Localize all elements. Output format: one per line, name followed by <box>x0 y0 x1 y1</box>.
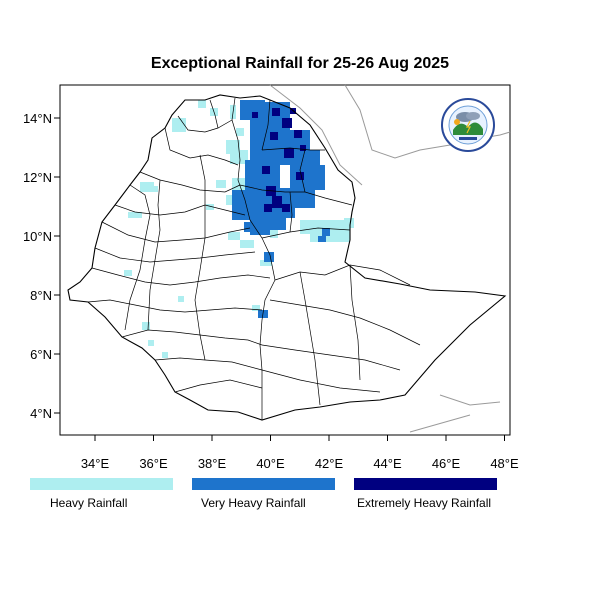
very-heavy-rainfall-cell <box>245 160 280 190</box>
very-heavy-rainfall-cell <box>268 215 286 230</box>
lat-tick-label: 8°N <box>30 288 52 303</box>
lat-tick-label: 12°N <box>23 170 52 185</box>
heavy-rainfall-cell <box>232 178 246 192</box>
heavy-rainfall-cell <box>172 118 186 132</box>
heavy-rainfall-cell <box>148 340 154 346</box>
legend-label-very-heavy: Very Heavy Rainfall <box>201 496 306 510</box>
heavy-rainfall-cell <box>178 296 184 302</box>
heavy-rainfall-cell <box>150 186 158 192</box>
heavy-rainfall-cell <box>128 212 142 218</box>
heavy-rainfall-cell <box>124 270 132 276</box>
extreme-rainfall-cell <box>282 118 292 128</box>
very-heavy-rainfall-cell <box>264 252 274 262</box>
heavy-rainfall-cell <box>140 182 154 192</box>
heavy-rainfall-cell <box>230 150 248 164</box>
heavy-rainfall-cell <box>252 305 260 311</box>
heavy-rainfall-cell <box>228 232 240 240</box>
extreme-rainfall-cell <box>300 145 306 151</box>
lon-tick-label: 38°E <box>198 456 227 471</box>
legend-swatch-heavy <box>30 478 173 490</box>
extreme-rainfall-cell <box>272 196 282 208</box>
lat-tick-label: 14°N <box>23 111 52 126</box>
very-heavy-rainfall-cell <box>318 236 326 242</box>
lon-tick-label: 40°E <box>256 456 285 471</box>
legend-label-extreme: Extremely Heavy Rainfall <box>357 496 492 510</box>
extreme-rainfall-cell <box>284 148 294 158</box>
extreme-rainfall-cell <box>270 132 278 140</box>
extreme-rainfall-cell <box>264 204 272 212</box>
lon-tick-label: 48°E <box>490 456 519 471</box>
legend-swatch-extreme <box>354 478 497 490</box>
very-heavy-rainfall-cell <box>244 222 256 232</box>
extreme-rainfall-cell <box>252 112 258 118</box>
very-heavy-rainfall-cell <box>322 228 330 236</box>
lat-tick-label: 4°N <box>30 406 52 421</box>
lon-tick-label: 34°E <box>81 456 110 471</box>
heavy-rainfall-cell <box>142 322 150 330</box>
admin-boundaries <box>87 97 421 420</box>
map-title: Exceptional Rainfall for 25-26 Aug 2025 <box>150 55 450 72</box>
heavy-rainfall-cell <box>240 240 254 248</box>
lat-tick-label: 10°N <box>23 229 52 244</box>
heavy-rainfall-cell <box>270 230 278 238</box>
extreme-rainfall-cell <box>262 166 270 174</box>
lon-tick-label: 44°E <box>373 456 402 471</box>
heavy-rainfall-cell <box>226 195 236 205</box>
axis-ticks <box>54 117 505 441</box>
extreme-rainfall-cell <box>296 172 304 180</box>
legend-label-heavy: Heavy Rainfall <box>50 496 128 510</box>
heavy-rainfall-cell <box>216 180 226 188</box>
heavy-rainfall-cell <box>344 218 354 228</box>
rainfall-cells <box>124 100 354 358</box>
heavy-rainfall-cell <box>300 220 350 234</box>
lon-tick-label: 46°E <box>432 456 461 471</box>
heavy-rainfall-cell <box>162 352 168 358</box>
lon-tick-label: 42°E <box>315 456 344 471</box>
ethiopian-meteorology-institute-logo <box>441 98 495 152</box>
extreme-rainfall-cell <box>272 108 280 116</box>
lon-tick-label: 36°E <box>139 456 168 471</box>
heavy-rainfall-cell <box>198 100 206 108</box>
map-frame <box>59 84 511 436</box>
legend-swatch-very-heavy <box>192 478 335 490</box>
very-heavy-rainfall-cell <box>290 188 315 208</box>
extreme-rainfall-cell <box>294 130 302 138</box>
heavy-rainfall-cell <box>330 232 350 242</box>
heavy-rainfall-cell <box>236 128 244 136</box>
extreme-rainfall-cell <box>282 204 290 212</box>
very-heavy-rainfall-cell <box>234 206 248 220</box>
lat-tick-label: 6°N <box>30 347 52 362</box>
very-heavy-rainfall-cell <box>300 165 325 190</box>
ethiopia-outline <box>67 94 507 421</box>
heavy-rainfall-cell <box>206 204 214 210</box>
heavy-rainfall-cell <box>260 260 266 266</box>
